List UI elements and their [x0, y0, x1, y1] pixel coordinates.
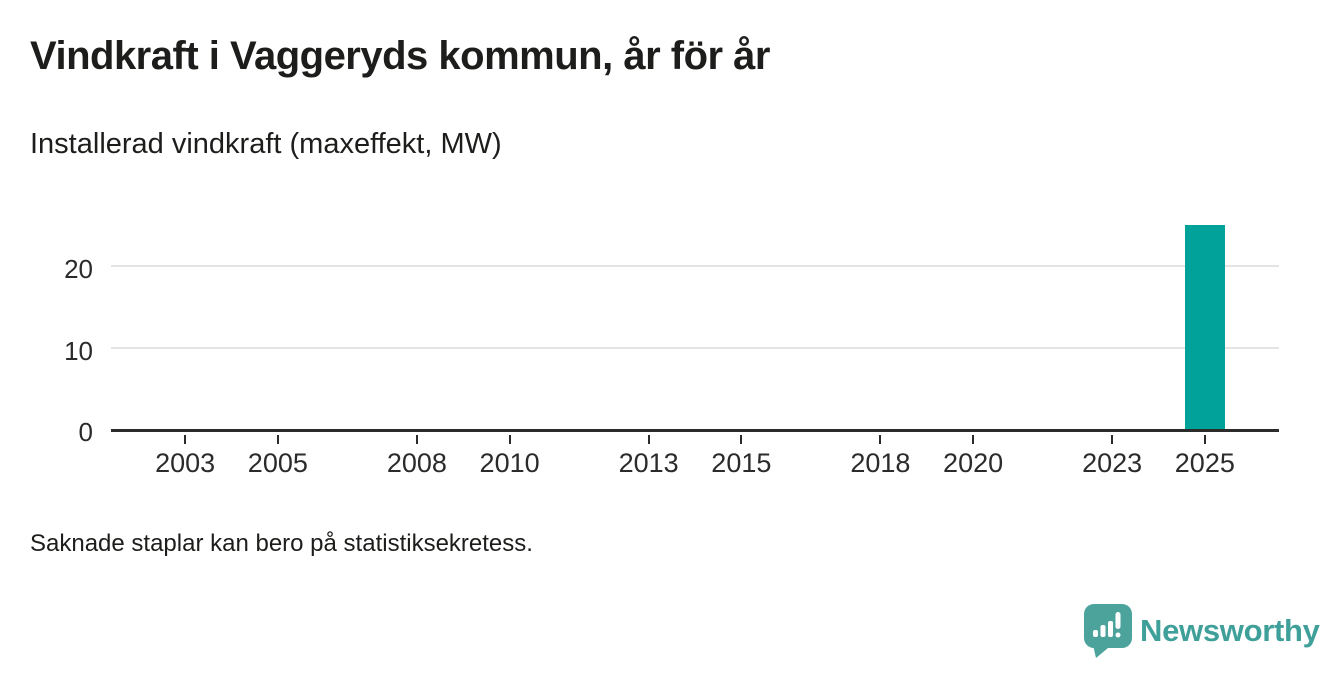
footnote: Saknade staplar kan bero på statistiksek…: [30, 530, 533, 557]
x-axis-label-2010: 2010: [479, 448, 540, 478]
plot-area: [111, 212, 1279, 432]
logo-exclamation-dot: [1115, 632, 1121, 638]
x-axis-tick-2015: [740, 435, 743, 444]
x-axis: 2003 2005 2008 2010 2013 2015 2018 2020 2023 2025: [111, 435, 1279, 490]
gridline-10: [111, 346, 1279, 349]
y-axis-label-0: 0: [78, 417, 93, 447]
x-axis-label-2018: 2018: [850, 448, 911, 478]
newsworthy-logo-icon: [1084, 604, 1132, 658]
chart-subtitle: Installerad vindkraft (maxeffekt, MW): [30, 128, 502, 160]
newsworthy-logo-text: Newsworthy: [1140, 613, 1320, 648]
logo-exclamation-bar: [1115, 612, 1121, 629]
y-axis: 0 10 20: [0, 212, 93, 447]
x-axis-label-2003: 2003: [155, 448, 216, 478]
logo-bar-2: [1100, 625, 1106, 637]
x-axis-tick-2010: [508, 435, 511, 444]
x-axis-label-2020: 2020: [943, 448, 1004, 478]
x-axis-tick-2003: [184, 435, 187, 444]
x-axis-tick-2008: [415, 435, 418, 444]
x-axis-tick-2020: [972, 435, 975, 444]
x-axis-tick-2018: [879, 435, 882, 444]
x-axis-tick-2005: [276, 435, 279, 444]
x-axis-label-2005: 2005: [247, 448, 308, 478]
x-axis-label-2008: 2008: [386, 448, 447, 478]
gridline-20: [111, 265, 1279, 268]
x-axis-tick-2013: [647, 435, 650, 444]
x-axis-label-2023: 2023: [1082, 448, 1143, 478]
x-axis-tick-2023: [1111, 435, 1114, 444]
page-title: Vindkraft i Vaggeryds kommun, år för år: [30, 34, 771, 78]
bar-2025[interactable]: [1184, 225, 1225, 429]
y-axis-label-20: 20: [64, 254, 93, 285]
x-axis-label-2013: 2013: [618, 448, 679, 478]
y-axis-label-10: 10: [64, 335, 93, 366]
x-axis-tick-2025: [1203, 435, 1206, 444]
logo-bubble-tail: [1093, 645, 1108, 658]
logo-bar-3: [1108, 621, 1113, 637]
x-axis-label-2015: 2015: [711, 448, 772, 478]
newsworthy-logo[interactable]: Newsworthy: [1084, 604, 1320, 658]
x-axis-label-2025: 2025: [1174, 448, 1235, 478]
logo-bar-1: [1093, 630, 1098, 637]
